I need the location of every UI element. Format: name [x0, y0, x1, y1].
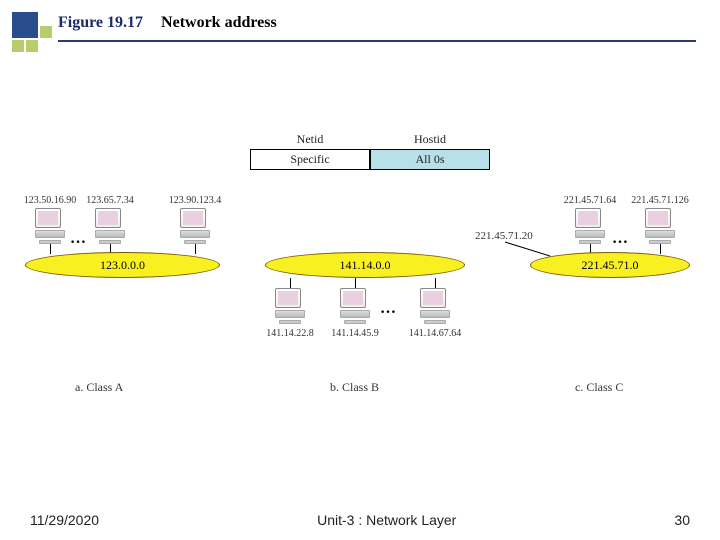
footer-unit: Unit-3 : Network Layer — [317, 512, 456, 528]
network-ellipse-b: 141.14.0.0 — [265, 252, 465, 278]
legend-header-netid: Netid — [250, 130, 370, 149]
host-ip: 123.90.123.4 — [169, 195, 222, 206]
host-ip: 221.45.71.64 — [564, 195, 617, 206]
diagram-area: Netid Hostid Specific All 0s 123.50.16.9… — [30, 130, 690, 460]
host-ip: 123.65.7.34 — [86, 195, 134, 206]
host-b3: 141.14.67.64 — [415, 288, 455, 324]
slide-footer: 11/29/2020 Unit-3 : Network Layer 30 — [30, 512, 690, 528]
host-a1: 123.50.16.90 — [30, 208, 70, 244]
ellipsis: … — [380, 300, 398, 318]
figure-number: Figure 19.17 — [58, 14, 143, 31]
network-address: 141.14.0.0 — [340, 258, 391, 273]
ellipsis: … — [612, 230, 630, 248]
footer-page: 30 — [674, 512, 690, 528]
host-c1: 221.45.71.64 — [570, 208, 610, 244]
network-address: 221.45.71.0 — [582, 258, 639, 273]
address-legend: Netid Hostid Specific All 0s — [250, 130, 490, 170]
legend-value-hostid: All 0s — [370, 149, 490, 170]
figure-title-bar: Figure 19.17 Network address — [58, 14, 696, 42]
host-ip: 123.50.16.90 — [24, 195, 77, 206]
host-c2: 221.45.71.126 — [640, 208, 680, 244]
host-ip: 141.14.45.9 — [331, 328, 379, 339]
footer-date: 11/29/2020 — [30, 512, 99, 528]
slide-corner-decoration — [12, 12, 54, 54]
class-c-caption: c. Class C — [575, 380, 623, 395]
ellipsis: … — [70, 230, 88, 248]
host-ip: 141.14.22.8 — [266, 328, 314, 339]
legend-header-hostid: Hostid — [370, 130, 490, 149]
host-ip: 141.14.67.64 — [409, 328, 462, 339]
network-ellipse-a: 123.0.0.0 — [25, 252, 220, 278]
legend-value-netid: Specific — [250, 149, 370, 170]
host-ip: 221.45.71.126 — [631, 195, 689, 206]
host-a3: 123.90.123.4 — [175, 208, 215, 244]
network-ellipse-c: 221.45.71.0 — [530, 252, 690, 278]
host-b1: 141.14.22.8 — [270, 288, 310, 324]
network-address: 123.0.0.0 — [100, 258, 145, 273]
class-a-caption: a. Class A — [75, 380, 123, 395]
host-a2: 123.65.7.34 — [90, 208, 130, 244]
figure-title: Network address — [161, 14, 277, 31]
class-b-caption: b. Class B — [330, 380, 379, 395]
host-b2: 141.14.45.9 — [335, 288, 375, 324]
